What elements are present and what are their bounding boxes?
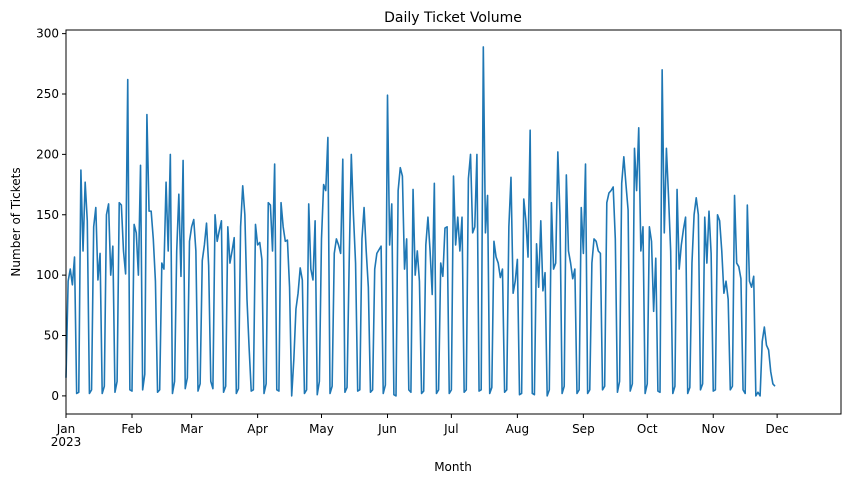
x-axis-title: Month <box>434 460 472 474</box>
x-axis-year-label: 2023 <box>51 435 82 449</box>
x-tick-label: Jun <box>377 422 397 436</box>
x-tick-label: Nov <box>702 422 725 436</box>
y-tick-label: 150 <box>36 208 59 222</box>
x-tick-label: May <box>309 422 334 436</box>
x-tick-label: Mar <box>180 422 203 436</box>
y-tick-label: 250 <box>36 87 59 101</box>
series-line <box>65 46 776 397</box>
x-tick-label: Apr <box>247 422 268 436</box>
y-tick-label: 200 <box>36 147 59 161</box>
x-tick-label: Feb <box>121 422 142 436</box>
x-tick-label: Aug <box>506 422 529 436</box>
chart-title: Daily Ticket Volume <box>384 10 522 26</box>
y-axis-title: Number of Tickets <box>9 167 23 276</box>
y-axis: 0 50 100 150 200 250 300 <box>36 27 66 403</box>
x-axis: Jan Feb Mar Apr May Jun Jul Aug Sep Oct Nov Dec <box>56 414 789 436</box>
x-tick-label: Jan <box>56 422 76 436</box>
x-tick-label: Oct <box>637 422 658 436</box>
y-tick-label: 300 <box>36 27 59 41</box>
y-tick-label: 0 <box>51 389 59 403</box>
y-tick-label: 50 <box>44 329 59 343</box>
y-tick-label: 100 <box>36 268 59 282</box>
x-tick-label: Jul <box>443 422 458 436</box>
x-tick-label: Dec <box>766 422 789 436</box>
plot-frame <box>65 29 842 415</box>
x-tick-label: Sep <box>572 422 595 436</box>
plot-area <box>65 46 776 397</box>
